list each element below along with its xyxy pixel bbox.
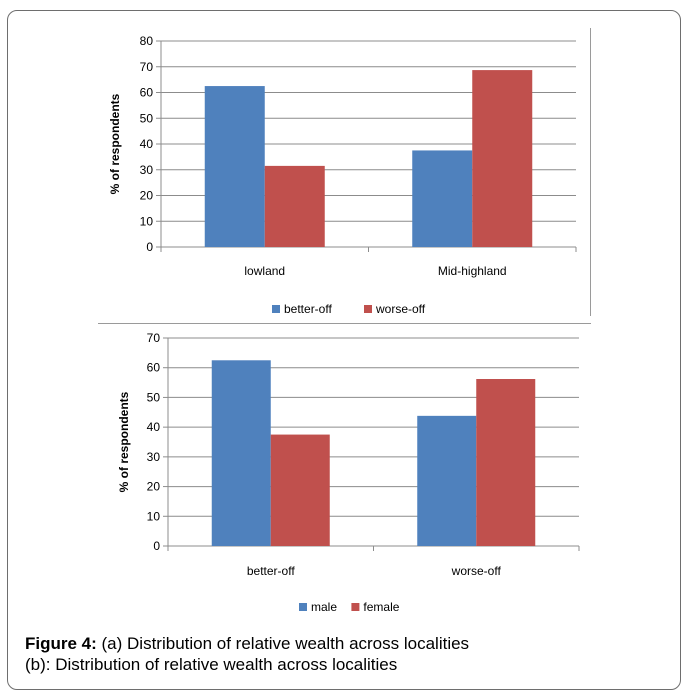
chart-a-bar-worse-off (472, 70, 533, 247)
chart-b-ytick-label: 50 (147, 390, 161, 404)
chart-a-legend-label: better-off (284, 302, 332, 316)
chart-b-bar-male (211, 360, 271, 546)
chart-b-ytick-label: 30 (147, 450, 161, 464)
chart-a-ytick-label: 20 (140, 189, 154, 203)
chart-b-bar-female (476, 379, 536, 546)
chart-a-legend-swatch (272, 305, 280, 313)
chart-a-ytick-label: 50 (140, 111, 154, 125)
caption-line-1: Figure 4: (a) Distribution of relative w… (25, 633, 665, 654)
chart-b-legend-label: female (363, 600, 399, 614)
chart-a-y-axis-label: % of respondents (108, 93, 122, 194)
chart-a-ytick-label: 30 (140, 163, 154, 177)
chart-b-legend-swatch (299, 603, 307, 611)
chart-b-category-label: better-off (247, 564, 295, 578)
chart-a-ytick-label: 0 (146, 240, 153, 254)
chart-a-bar-better-off (204, 86, 265, 247)
chart-a: 0 10 20 30 40 50 60 70 80 lowland Mid-highland % of… (108, 34, 577, 316)
chart-b-ytick-label: 70 (147, 331, 161, 345)
chart-b-bar-male (417, 415, 477, 546)
chart-a-bar-worse-off (264, 165, 325, 247)
chart-b-ytick-label: 0 (153, 539, 160, 553)
chart-a-ytick-label: 10 (140, 214, 154, 228)
chart-a-category-label: Mid-highland (438, 264, 507, 278)
chart-b-ytick-label: 10 (147, 509, 161, 523)
chart-a-right-border (590, 28, 591, 316)
caption-line-2: (b): Distribution of relative wealth acr… (25, 655, 398, 674)
chart-b-ytick-label: 20 (147, 480, 161, 494)
chart-a-category-label: lowland (244, 264, 285, 278)
caption-line-1-text: (a) Distribution of relative wealth acro… (96, 634, 470, 653)
figure-caption: Figure 4: (a) Distribution of relative w… (25, 633, 665, 675)
chart-b-ytick-label: 60 (147, 361, 161, 375)
chart-a-ytick-label: 40 (140, 137, 154, 151)
chart-b-category-label: worse-off (451, 564, 502, 578)
chart-a-legend-swatch (364, 305, 372, 313)
chart-b-legend-swatch (351, 603, 360, 611)
chart-b-y-axis-label: % of respondents (117, 391, 131, 492)
chart-b-ytick-label: 40 (147, 420, 161, 434)
chart-a-ytick-label: 60 (140, 86, 154, 100)
caption-figure-label: Figure 4: (25, 634, 97, 653)
chart-a-ytick-label: 70 (140, 60, 154, 74)
chart-a-bar-better-off (412, 150, 473, 247)
chart-b-bar-female (270, 434, 330, 546)
chart-a-ytick-label: 80 (140, 34, 154, 48)
chart-a-legend-label: worse-off (375, 302, 426, 316)
chart-separator-line (98, 323, 591, 324)
chart-b-legend-label: male (311, 600, 337, 614)
figure-frame (7, 10, 681, 690)
